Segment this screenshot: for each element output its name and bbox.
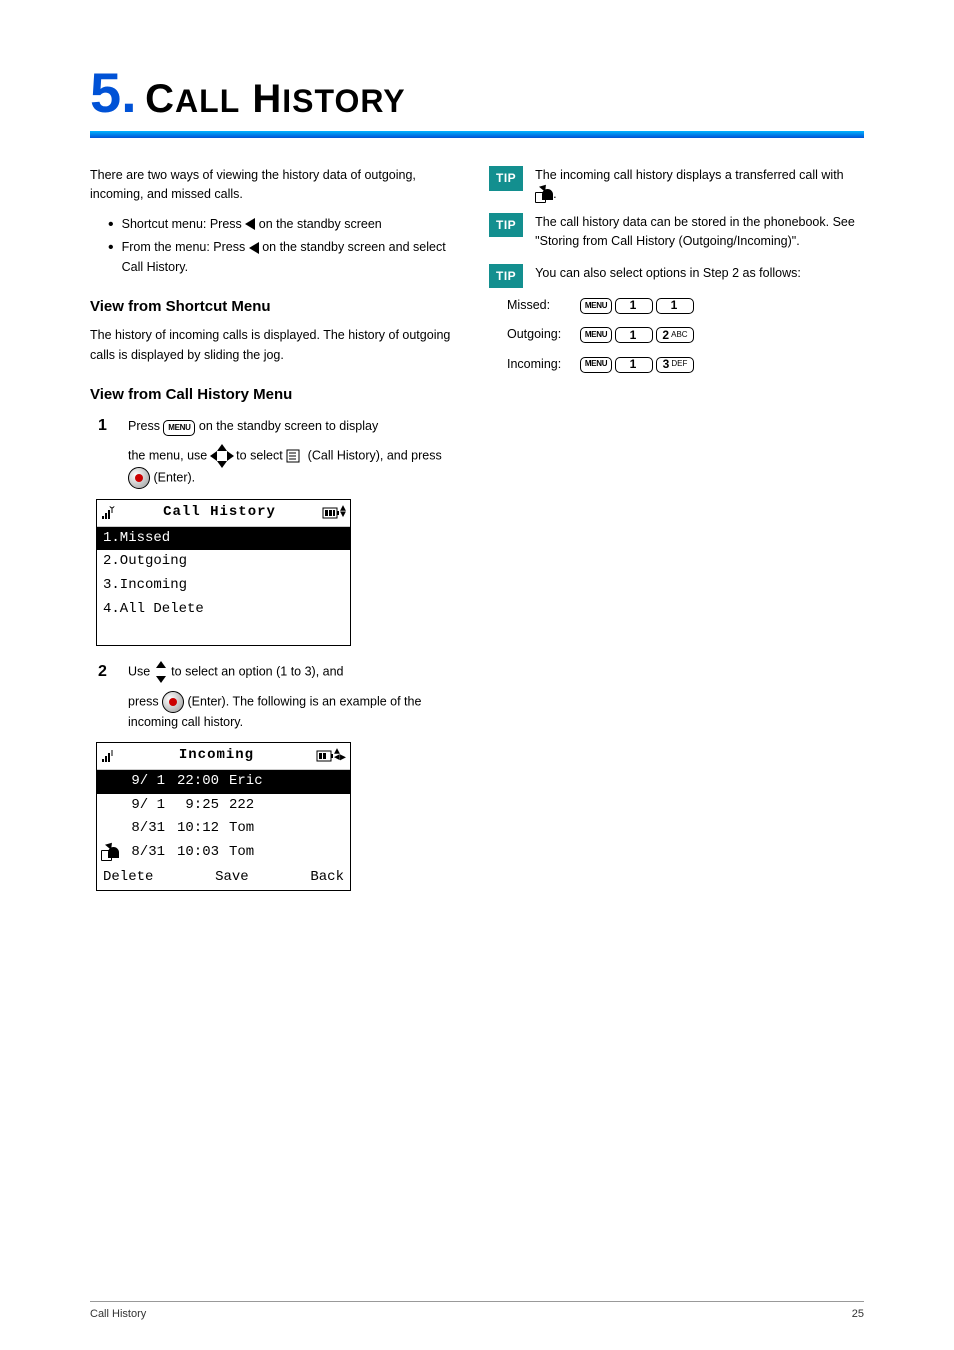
header-rule [90, 131, 864, 138]
softkey-back: Back [310, 867, 344, 889]
tip-3: TIP You can also select options in Step … [489, 264, 864, 289]
shortcut-row: Incoming:MENU13DEF [507, 355, 864, 374]
shortcut-row: Missed:MENU11 [507, 296, 864, 315]
call-history-icon [286, 449, 304, 463]
tip-badge: TIP [489, 213, 523, 238]
phone1-item: 3.Incoming [97, 574, 350, 598]
intro-paragraph: There are two ways of viewing the histor… [90, 166, 465, 205]
battery-icon [316, 750, 334, 762]
call-history-row: 8/3110:03Tom [97, 841, 350, 865]
num-key-icon: 1 [656, 298, 694, 314]
phone1-item-empty [97, 621, 350, 645]
tip-badge: TIP [489, 264, 523, 289]
menu-key-icon: MENU [580, 357, 612, 373]
signal-icon [101, 749, 117, 763]
step-1: 1 Press MENU on the standby screen to di… [98, 414, 465, 439]
enter-key-icon [128, 467, 150, 489]
step-2: 2 Use to select an option (1 to 3), and [98, 660, 465, 685]
section-shortcut-title: View from Shortcut Menu [90, 295, 465, 318]
page-footer: Call History 25 [90, 1301, 864, 1320]
softkey-save: Save [215, 867, 249, 889]
call-history-row: 9/ 1 9:25222 [97, 794, 350, 818]
num-key-icon: 3DEF [656, 357, 694, 373]
transfer-icon [535, 187, 553, 203]
menu-key-icon: MENU [580, 327, 612, 343]
call-history-row: 8/3110:12Tom [97, 817, 350, 841]
left-column: There are two ways of viewing the histor… [90, 166, 465, 905]
transfer-icon [101, 845, 119, 861]
phone1-item: 2.Outgoing [97, 550, 350, 574]
chapter-title: CALL HISTORY [145, 77, 405, 121]
step-1-cont: the menu, use to select (Call History), … [128, 445, 465, 489]
shortcut-row: Outgoing:MENU12ABC [507, 325, 864, 344]
call-history-row: 9/ 122:00Eric [97, 770, 350, 794]
num-key-icon: 1 [615, 327, 653, 343]
bullet-menu: • From the menu: Press on the standby sc… [108, 238, 465, 277]
tip-1: TIP The incoming call history displays a… [489, 166, 864, 205]
num-key-icon: 1 [615, 357, 653, 373]
shortcut-desc: The history of incoming calls is display… [90, 326, 465, 365]
phone1-title: Call History [117, 502, 322, 524]
phone2-title: Incoming [117, 745, 316, 767]
tip-badge: TIP [489, 166, 523, 191]
step-2-cont: press (Enter). The following is an examp… [128, 691, 465, 732]
phone1-item: 1.Missed [97, 527, 350, 551]
scroll-icon: ▲◄▶ [334, 750, 346, 762]
menu-key-icon: MENU [163, 420, 195, 436]
left-arrow-icon [249, 242, 259, 254]
footer-page: 25 [852, 1308, 864, 1320]
num-key-icon: 2ABC [656, 327, 694, 343]
scroll-icon: ▲▼ [340, 507, 346, 519]
softkey-delete: Delete [103, 867, 153, 889]
chapter-header: 5. CALL HISTORY [90, 60, 864, 125]
phone1-item: 4.All Delete [97, 598, 350, 622]
battery-icon [322, 507, 340, 519]
nav-4way-icon [211, 445, 233, 467]
phone-screen-call-history: Call History ▲▼ 1.Missed 2.Outgoing 3.In… [96, 499, 351, 646]
bullet-shortcut: • Shortcut menu: Press on the standby sc… [108, 215, 465, 234]
enter-key-icon [162, 691, 184, 713]
chapter-number: 5. [90, 60, 137, 125]
tip-2: TIP The call history data can be stored … [489, 213, 864, 252]
right-column: TIP The incoming call history displays a… [489, 166, 864, 905]
signal-icon [101, 506, 117, 520]
left-arrow-icon [245, 218, 255, 230]
menu-key-icon: MENU [580, 298, 612, 314]
footer-title: Call History [90, 1308, 146, 1320]
nav-updown-icon [154, 661, 168, 683]
phone-screen-incoming: Incoming ▲◄▶ 9/ 122:00Eric9/ 1 9:252228/… [96, 742, 351, 891]
num-key-icon: 1 [615, 298, 653, 314]
section-menu-title: View from Call History Menu [90, 383, 465, 406]
